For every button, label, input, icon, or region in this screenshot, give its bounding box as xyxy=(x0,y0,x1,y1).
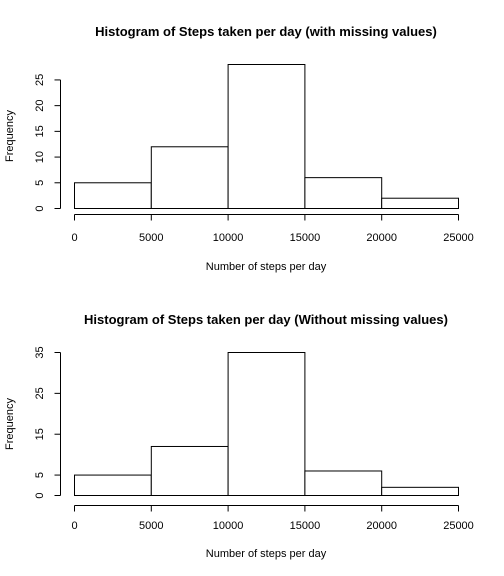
histogram-bar xyxy=(150,445,229,497)
x-tick-label: 5000 xyxy=(139,232,163,244)
y-tick-label: 5 xyxy=(34,472,46,478)
y-tick-label: 0 xyxy=(34,205,46,211)
histogram-with-missing-values: Histogram of Steps taken per day (with m… xyxy=(4,24,474,273)
y-tick-label: 15 xyxy=(34,428,46,440)
histogram-bar xyxy=(304,177,383,209)
y-tick-label: 20 xyxy=(34,100,46,112)
x-tick-label: 20000 xyxy=(366,232,397,244)
histogram-without-missing-values: Histogram of Steps taken per day (Withou… xyxy=(4,312,474,560)
x-axis-label: Number of steps per day xyxy=(206,261,327,273)
x-tick-label: 10000 xyxy=(213,520,244,532)
y-axis-label: Frequency xyxy=(4,398,16,450)
x-tick-label: 25000 xyxy=(443,232,474,244)
histogram-bar xyxy=(304,470,383,497)
x-axis: 0 5000 10000 15000 20000 25000 xyxy=(71,214,474,244)
y-tick-label: 25 xyxy=(34,74,46,86)
chart-title: Histogram of Steps taken per day (Withou… xyxy=(84,312,448,327)
y-axis: 0 5 15 25 35 xyxy=(34,346,61,499)
y-tick-label: 15 xyxy=(34,125,46,137)
x-tick-label: 15000 xyxy=(290,232,321,244)
histogram-bar xyxy=(381,197,460,209)
x-axis: 0 5000 10000 15000 20000 25000 xyxy=(71,505,474,532)
x-tick-label: 5000 xyxy=(139,520,163,532)
y-tick-label: 0 xyxy=(34,492,46,498)
y-tick-label: 25 xyxy=(34,387,46,399)
bars xyxy=(74,352,460,497)
histogram-bar xyxy=(150,146,229,210)
x-tick-label: 25000 xyxy=(443,520,474,532)
histogram-bar xyxy=(74,474,152,497)
y-axis-label: Frequency xyxy=(4,110,16,162)
x-tick-label: 0 xyxy=(71,520,77,532)
y-tick-label: 35 xyxy=(34,346,46,358)
x-tick-label: 10000 xyxy=(213,232,244,244)
y-tick-label: 10 xyxy=(34,151,46,163)
histogram-bar xyxy=(227,64,306,209)
chart-title: Histogram of Steps taken per day (with m… xyxy=(95,24,437,39)
x-tick-label: 0 xyxy=(71,232,77,244)
bars xyxy=(74,64,460,210)
histogram-bar xyxy=(227,352,306,496)
x-tick-label: 20000 xyxy=(366,520,397,532)
histogram-bar xyxy=(74,182,152,210)
x-tick-label: 15000 xyxy=(290,520,321,532)
x-axis-label: Number of steps per day xyxy=(206,548,327,560)
y-tick-label: 5 xyxy=(34,180,46,186)
histogram-bar xyxy=(381,486,460,497)
y-axis: 0 5 10 15 20 25 xyxy=(34,74,61,212)
